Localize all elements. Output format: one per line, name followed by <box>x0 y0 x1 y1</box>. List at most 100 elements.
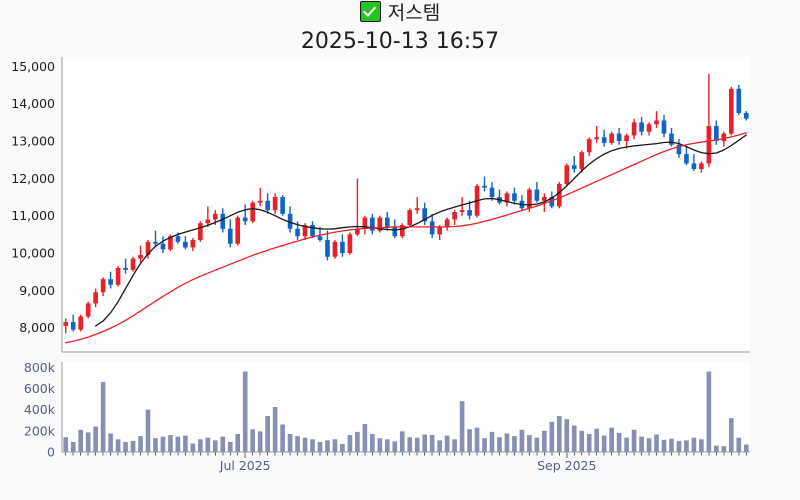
price-tick-label: 15,000 <box>11 59 55 74</box>
volume-bars <box>63 371 749 452</box>
volume-bar <box>676 440 682 452</box>
volume-bar <box>265 416 270 452</box>
candlestick <box>93 288 98 308</box>
candlestick <box>78 314 84 332</box>
price-tick-label: 10,000 <box>11 246 55 261</box>
volume-bar <box>743 444 749 452</box>
candlestick <box>721 131 727 147</box>
candlestick <box>190 238 196 252</box>
volume-bar <box>512 436 517 452</box>
volume-bar <box>639 436 644 452</box>
volume-bar <box>482 438 487 452</box>
candlestick <box>564 163 570 186</box>
candlestick <box>145 239 151 259</box>
candlestick <box>676 139 682 158</box>
candlestick <box>123 258 128 274</box>
candlestick <box>646 122 652 136</box>
candlestick <box>699 161 704 173</box>
volume-bar <box>556 416 562 452</box>
candlestick <box>691 154 697 171</box>
candlestick <box>594 126 600 143</box>
volume-tick-label: 200k <box>24 423 56 438</box>
candlestick <box>153 230 158 248</box>
volume-bar <box>467 429 472 452</box>
volume-bar <box>160 436 166 452</box>
volume-bar <box>654 434 659 452</box>
volume-bar <box>542 430 547 452</box>
volume-bar <box>325 440 330 452</box>
candlestick <box>728 86 734 136</box>
volume-bar <box>422 434 428 452</box>
candlestick <box>340 234 345 257</box>
volume-bar <box>399 431 405 452</box>
volume-bar <box>272 407 278 452</box>
candlestick <box>609 131 614 145</box>
candlestick <box>183 236 188 250</box>
volume-bar <box>736 437 742 452</box>
candlestick <box>736 85 742 115</box>
candlestick <box>310 221 315 239</box>
volume-bar <box>601 435 607 452</box>
volume-bar <box>721 446 727 452</box>
candlestick <box>362 215 368 235</box>
date-axis: Jul 2025 Sep 2025 <box>65 452 747 473</box>
volume-bar <box>489 431 495 452</box>
volume-bar <box>227 441 233 452</box>
candlestick <box>115 266 121 287</box>
volume-bar <box>190 443 196 452</box>
volume-bar <box>280 424 285 452</box>
volume-bar <box>609 427 614 452</box>
volume-bar <box>340 444 345 452</box>
price-tick-label: 13,000 <box>11 134 55 149</box>
candlestick <box>85 301 91 319</box>
candlestick <box>654 111 659 128</box>
candlestick <box>220 208 226 233</box>
volume-tick-label: 0 <box>47 445 55 460</box>
volume-bar <box>497 437 502 452</box>
candlestick <box>399 223 405 239</box>
candlestick <box>571 155 577 173</box>
green-check-icon <box>359 1 381 22</box>
price-axis-ticks: 8,000 9,000 10,000 11,000 12,000 13,000 14,000… <box>11 59 55 335</box>
volume-bar <box>63 437 69 452</box>
volume-bar <box>212 440 218 452</box>
volume-bar <box>295 436 300 452</box>
candlestick <box>512 187 517 205</box>
volume-bar <box>183 435 188 452</box>
volume-bar <box>85 432 91 452</box>
volume-bar <box>437 440 442 452</box>
candlestick <box>332 239 338 259</box>
volume-bar <box>646 438 652 452</box>
candlestick <box>422 202 428 226</box>
volume-bar <box>414 437 420 452</box>
volume-bar <box>579 430 585 452</box>
volume-bar <box>377 438 383 452</box>
volume-bar <box>459 401 465 452</box>
candlestick <box>370 213 375 235</box>
candlestick <box>130 256 136 272</box>
candlestick <box>347 232 353 255</box>
volume-bar <box>287 434 293 452</box>
candlestick <box>504 191 510 207</box>
date-tick-label: Jul 2025 <box>219 458 271 473</box>
volume-bar <box>624 437 629 452</box>
candlestick <box>549 191 555 209</box>
candlestick <box>661 114 667 138</box>
volume-bar <box>444 435 450 452</box>
candlestick <box>325 230 330 261</box>
volume-bar <box>549 421 555 452</box>
price-tick-label: 14,000 <box>11 96 55 111</box>
candlestick <box>392 219 398 239</box>
volume-bar <box>302 437 308 452</box>
volume-bar <box>534 437 540 452</box>
candlestick <box>452 210 457 226</box>
candlestick <box>601 129 607 147</box>
candlestick <box>624 133 629 149</box>
volume-bar <box>429 435 435 452</box>
volume-bar <box>130 440 136 452</box>
candlestick <box>429 213 435 239</box>
volume-tick-label: 600k <box>24 381 56 396</box>
candlestick <box>586 137 592 156</box>
volume-bar <box>235 434 241 452</box>
